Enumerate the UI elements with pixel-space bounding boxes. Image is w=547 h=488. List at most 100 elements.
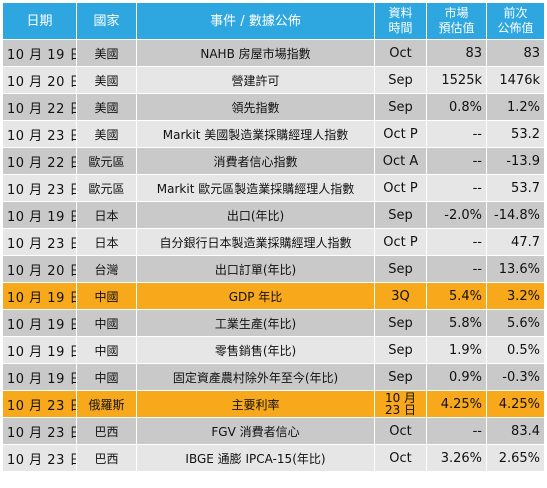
cell-previous: 53.2 [486, 120, 545, 148]
cell-country: 美國 [76, 66, 137, 94]
cell-date: 10 月 22 日 [2, 93, 77, 121]
header-forecast: 市場 預估值 [426, 2, 487, 40]
cell-date: 10 月 19 日 [2, 336, 77, 364]
cell-forecast: -- [426, 174, 487, 202]
cell-forecast: 5.4% [426, 282, 487, 310]
cell-country: 中國 [76, 336, 137, 364]
cell-date: 10 月 23 日 [2, 390, 77, 418]
cell-period: Oct [374, 39, 427, 67]
table-row: 10 月 19 日中國 零售銷售(年比) Sep 1.9% 0.5% [2, 336, 545, 364]
cell-date: 10 月 20 日 [2, 255, 77, 283]
cell-previous: 47.7 [486, 228, 545, 256]
cell-previous: 3.2% [486, 282, 545, 310]
cell-period: Sep [374, 336, 427, 364]
cell-event: NAHB 房屋市場指數 [136, 39, 375, 67]
cell-period: Sep [374, 201, 427, 229]
economic-calendar-table: 日期 國家 事件 / 數據公佈 資料 時間 市場 預估值 前次 公佈值 10 月… [2, 2, 545, 472]
table-row: 10 月 19 日中國 GDP 年比 3Q 5.4% 3.2% [2, 282, 545, 310]
cell-country: 俄羅斯 [76, 390, 137, 418]
cell-forecast: 0.9% [426, 363, 487, 391]
header-event: 事件 / 數據公佈 [136, 2, 375, 40]
cell-country: 歐元區 [76, 147, 137, 175]
cell-previous: 0.5% [486, 336, 545, 364]
header-previous-line1: 前次 [503, 6, 528, 20]
cell-date: 10 月 22 日 [2, 147, 77, 175]
table-row: 10 月 23 日日本 自分銀行日本製造業採購經理人指數 Oct P -- 47.7 [2, 228, 545, 256]
cell-event: 出口訂單(年比) [136, 255, 375, 283]
cell-date: 10 月 19 日 [2, 201, 77, 229]
table-row: 10 月 22 日歐元區 消費者信心指數 Oct A -- -13.9 [2, 147, 545, 175]
cell-previous: 53.7 [486, 174, 545, 202]
cell-country: 日本 [76, 228, 137, 256]
cell-event: Markit 歐元區製造業採購經理人指數 [136, 174, 375, 202]
cell-event: 營建許可 [136, 66, 375, 94]
header-previous-line2: 公佈值 [497, 21, 534, 35]
table-row: 10 月 23 日巴西 IBGE 通膨 IPCA-15(年比) Oct 3.26% 2.… [2, 444, 545, 472]
cell-period: Sep [374, 309, 427, 337]
cell-date: 10 月 23 日 [2, 444, 77, 472]
cell-previous: -14.8% [486, 201, 545, 229]
cell-event: IBGE 通膨 IPCA-15(年比) [136, 444, 375, 472]
cell-event: 主要利率 [136, 390, 375, 418]
table-header: 日期 國家 事件 / 數據公佈 資料 時間 市場 預估值 前次 公佈值 [2, 2, 545, 40]
cell-country: 巴西 [76, 444, 137, 472]
cell-forecast: 1525k [426, 66, 487, 94]
header-forecast-line2: 預估值 [438, 21, 475, 35]
cell-period: 10 月 23 日 [374, 390, 427, 418]
cell-period: Sep [374, 66, 427, 94]
header-country: 國家 [76, 2, 137, 40]
table-row: 10 月 23 日俄羅斯 主要利率 10 月 23 日 4.25% 4.25% [2, 390, 545, 418]
header-period: 資料 時間 [374, 2, 427, 40]
cell-date: 10 月 23 日 [2, 120, 77, 148]
cell-forecast: -2.0% [426, 201, 487, 229]
cell-period: Oct P [374, 120, 427, 148]
cell-country: 中國 [76, 309, 137, 337]
cell-forecast: 5.8% [426, 309, 487, 337]
cell-period: Oct [374, 417, 427, 445]
cell-previous: 83 [486, 39, 545, 67]
cell-previous: -13.9 [486, 147, 545, 175]
cell-previous: 1476k [486, 66, 545, 94]
cell-forecast: 4.25% [426, 390, 487, 418]
cell-previous: 13.6% [486, 255, 545, 283]
cell-previous: 5.6% [486, 309, 545, 337]
cell-forecast: 0.8% [426, 93, 487, 121]
table-row: 10 月 19 日美國 NAHB 房屋市場指數 Oct 83 83 [2, 39, 545, 67]
cell-previous: 1.2% [486, 93, 545, 121]
cell-country: 歐元區 [76, 174, 137, 202]
cell-country: 美國 [76, 93, 137, 121]
cell-event: 出口(年比) [136, 201, 375, 229]
header-period-line1: 資料 [388, 6, 413, 20]
cell-period: Oct P [374, 174, 427, 202]
cell-date: 10 月 19 日 [2, 39, 77, 67]
table-body: 10 月 19 日美國 NAHB 房屋市場指數 Oct 83 83 10 月 20 日美國… [2, 39, 545, 472]
cell-period: Oct [374, 444, 427, 472]
cell-date: 10 月 23 日 [2, 174, 77, 202]
table-row: 10 月 19 日中國 工業生產(年比) Sep 5.8% 5.6% [2, 309, 545, 337]
cell-event: GDP 年比 [136, 282, 375, 310]
cell-country: 巴西 [76, 417, 137, 445]
cell-event: 零售銷售(年比) [136, 336, 375, 364]
cell-forecast: -- [426, 417, 487, 445]
table-row: 10 月 19 日中國 固定資產農村除外年至今(年比) Sep 0.9% -0.3% [2, 363, 545, 391]
header-previous: 前次 公佈值 [486, 2, 545, 40]
cell-country: 中國 [76, 282, 137, 310]
header-date: 日期 [2, 2, 77, 40]
table-row: 10 月 20 日台灣 出口訂單(年比) Sep -- 13.6% [2, 255, 545, 283]
cell-forecast: -- [426, 255, 487, 283]
cell-event: 自分銀行日本製造業採購經理人指數 [136, 228, 375, 256]
cell-previous: -0.3% [486, 363, 545, 391]
header-period-line2: 時間 [388, 21, 413, 35]
cell-forecast: 3.26% [426, 444, 487, 472]
cell-date: 10 月 20 日 [2, 66, 77, 94]
table-row: 10 月 23 日巴西 FGV 消費者信心 Oct -- 83.4 [2, 417, 545, 445]
cell-country: 中國 [76, 363, 137, 391]
table-row: 10 月 23 日歐元區 Markit 歐元區製造業採購經理人指數 Oct P -- 5… [2, 174, 545, 202]
cell-date: 10 月 23 日 [2, 228, 77, 256]
header-forecast-line1: 市場 [444, 6, 469, 20]
cell-date: 10 月 19 日 [2, 309, 77, 337]
cell-period: Oct P [374, 228, 427, 256]
cell-forecast: -- [426, 147, 487, 175]
cell-event: 工業生產(年比) [136, 309, 375, 337]
header-row: 日期 國家 事件 / 數據公佈 資料 時間 市場 預估值 前次 公佈值 [2, 2, 545, 40]
